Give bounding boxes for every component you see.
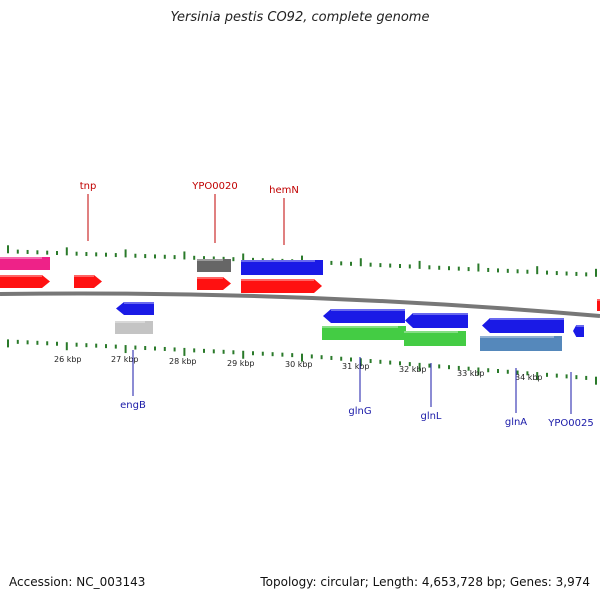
gene-feature-highlight <box>413 313 468 315</box>
gene-feature <box>405 313 468 328</box>
ruler-label: 30 kbp <box>285 360 313 369</box>
gene-feature <box>241 279 322 293</box>
gene-feature <box>480 336 562 351</box>
gene-feature-highlight <box>115 321 145 323</box>
gene-feature-highlight <box>490 318 564 320</box>
gene-features <box>0 257 600 351</box>
ruler-label: 33 kbp <box>457 369 485 378</box>
gene-labels-bottom: engB glnG glnL glnA YPO0025 <box>120 350 594 429</box>
ruler-label: 26 kbp <box>54 355 82 364</box>
accession-label: Accession: NC_003143 <box>9 575 146 589</box>
gene-label-bottom: glnA <box>505 417 527 428</box>
genome-backbone <box>0 291 600 318</box>
gene-labels-top: tnp YPO0020 hemN <box>80 181 299 245</box>
gene-feature-highlight <box>331 309 405 311</box>
ruler-label: 32 kbp <box>399 365 427 374</box>
genome-title: Yersinia pestis CO92, complete genome <box>170 10 430 25</box>
gene-feature <box>322 326 406 340</box>
gene-feature-highlight <box>74 275 94 277</box>
gene-label-bottom: engB <box>120 400 146 411</box>
gene-feature-highlight <box>0 275 42 277</box>
gene-label-bottom: glnL <box>420 411 441 422</box>
gene-feature-highlight <box>124 302 154 304</box>
gene-feature <box>597 299 600 311</box>
gene-label-bottom: glnG <box>348 406 371 417</box>
gene-label-top: tnp <box>80 181 97 192</box>
gene-feature <box>197 259 231 272</box>
gene-feature <box>573 325 584 337</box>
gene-feature-highlight <box>241 279 314 281</box>
gene-feature <box>116 302 154 315</box>
gene-feature <box>74 275 102 288</box>
gene-feature-highlight <box>197 277 223 279</box>
gene-feature <box>115 321 153 334</box>
gene-feature-highlight <box>480 336 554 338</box>
gene-feature-highlight <box>576 325 584 327</box>
gene-feature <box>0 257 50 270</box>
ruler-labels: 26 kbp 27 kbp 28 kbp 29 kbp 30 kbp 31 kbp 32 k… <box>54 355 543 382</box>
ruler-label: 34 kbp <box>515 373 543 382</box>
gene-feature-highlight <box>322 326 398 328</box>
gene-feature <box>482 318 564 333</box>
gene-feature-highlight <box>597 299 600 301</box>
ruler-label: 31 kbp <box>342 362 370 371</box>
ticks-bottom <box>7 339 597 385</box>
ruler-label: 27 kbp <box>111 355 139 364</box>
gene-label-top: hemN <box>269 185 299 196</box>
gene-feature-highlight <box>197 259 223 261</box>
gene-feature <box>241 260 323 275</box>
gene-feature <box>0 275 50 288</box>
ruler-label: 29 kbp <box>227 359 255 368</box>
topology-label: Topology: circular; Length: 4,653,728 bp… <box>260 575 590 589</box>
ruler-label: 28 kbp <box>169 357 197 366</box>
gene-feature-highlight <box>0 257 42 259</box>
gene-feature <box>404 331 466 346</box>
gene-feature <box>323 309 405 323</box>
gene-label-bottom: YPO0025 <box>547 418 593 429</box>
gene-label-top: YPO0020 <box>191 181 237 192</box>
gene-feature-highlight <box>404 331 458 333</box>
gene-feature-highlight <box>241 260 315 262</box>
ticks-top <box>7 245 597 277</box>
gene-feature <box>197 277 231 290</box>
